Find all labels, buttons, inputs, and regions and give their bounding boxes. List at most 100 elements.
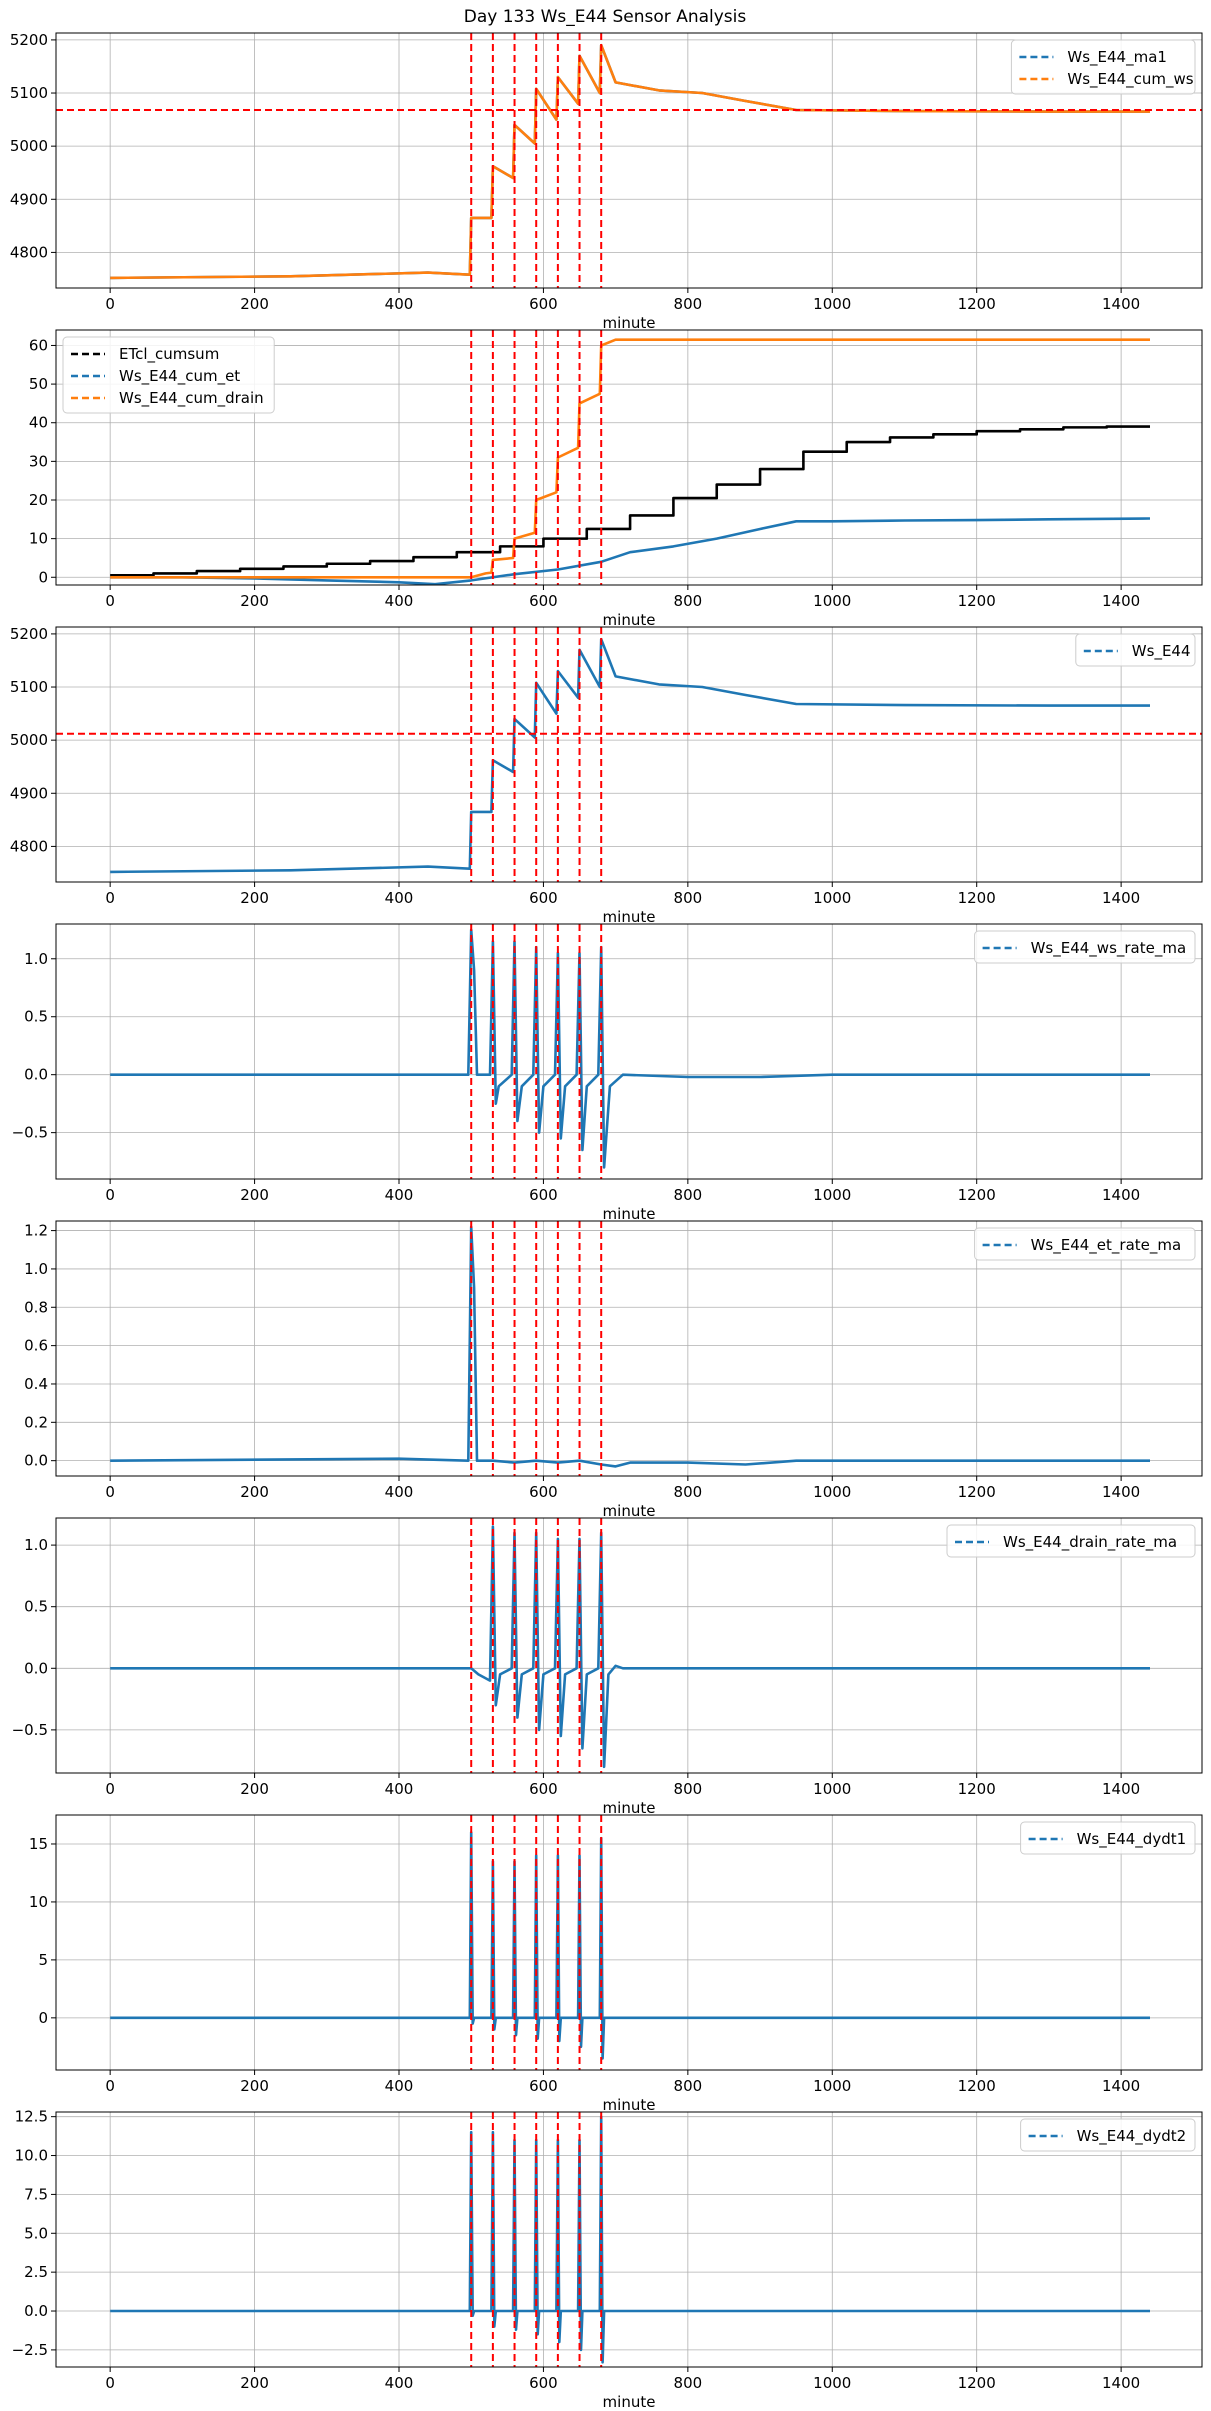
y-tick-label: 0.5 [24, 1008, 48, 1026]
chart-panel-2: 0 200 400 600 800 1000 1200 1400 0 10 20 30 40 50 60 mi… [29, 329, 1203, 629]
series-line-Ws_E44_ws_rate_ma [110, 928, 1150, 1169]
plot-area [110, 1221, 1150, 1476]
y-tick-label: 7.5 [24, 2185, 48, 2203]
y-tick-label: 4800 [10, 837, 48, 855]
x-tick-label: 800 [674, 1186, 703, 1204]
axes-frame [55, 32, 1203, 289]
x-tick-label: 1000 [813, 2077, 851, 2095]
plot-area [110, 330, 1151, 585]
x-tick-label: 1000 [813, 1780, 851, 1798]
y-tick-label: 1.0 [24, 1536, 48, 1554]
y-tick-label: 5 [38, 1951, 48, 1969]
x-tick-label: 600 [529, 889, 558, 907]
y-tick-label: 1.0 [24, 1260, 48, 1278]
plot-area [110, 1518, 1150, 1773]
x-tick-label: 1200 [958, 1483, 996, 1501]
x-tick-label: 600 [529, 1483, 558, 1501]
plot-area [110, 2112, 1150, 2367]
x-tick-label: 400 [385, 2374, 414, 2392]
x-tick-label: 0 [105, 1780, 115, 1798]
x-tick-label: 1400 [1102, 1780, 1140, 1798]
x-tick-label: 200 [240, 1186, 269, 1204]
x-tick-label: 200 [240, 2077, 269, 2095]
x-tick-label: 1200 [958, 592, 996, 610]
chart-panel-6: 0 200 400 600 800 1000 1200 1400 −0.5 0.0 0.5 1.0 mi… [12, 1517, 1203, 1817]
legend: Ws_E44_ws_rate_ma [974, 930, 1196, 964]
y-tick-label: 5200 [10, 625, 48, 643]
y-tick-label: 4900 [10, 190, 48, 208]
legend-label: Ws_E44_cum_et [119, 367, 240, 386]
axes-frame [55, 923, 1203, 1180]
series-line-Ws_E44_dydt1 [110, 1831, 1150, 2060]
x-tick-label: 600 [529, 1186, 558, 1204]
legend: Ws_E44_ma1 Ws_E44_cum_ws [1010, 39, 1196, 95]
chart-panel-4: 0 200 400 600 800 1000 1200 1400 −0.5 0.0 0.5 1.0 mi… [12, 923, 1203, 1223]
x-tick-label: 400 [385, 1186, 414, 1204]
y-tick-label: 0.2 [24, 1413, 48, 1431]
x-axis-label: minute [603, 2393, 656, 2411]
x-tick-label: 1400 [1102, 2374, 1140, 2392]
legend-label: Ws_E44_ws_rate_ma [1031, 939, 1187, 958]
y-tick-label: 5100 [10, 84, 48, 102]
y-tick-label: 0 [38, 568, 48, 586]
y-tick-label: 5100 [10, 678, 48, 696]
x-tick-label: 1000 [813, 592, 851, 610]
y-tick-label: 10.0 [15, 2147, 48, 2165]
axes-frame [55, 2111, 1203, 2368]
legend-label: Ws_E44_dydt1 [1077, 1830, 1187, 1849]
legend-label: Ws_E44_drain_rate_ma [1003, 1533, 1177, 1552]
x-tick-label: 400 [385, 295, 414, 313]
x-tick-label: 400 [385, 1483, 414, 1501]
legend-label: Ws_E44_cum_ws [1067, 70, 1193, 89]
x-tick-label: 1400 [1102, 295, 1140, 313]
x-tick-label: 0 [105, 2374, 115, 2392]
y-tick-label: 5000 [10, 137, 48, 155]
y-tick-label: 2.5 [24, 2263, 48, 2281]
x-axis-label: minute [603, 611, 656, 629]
x-tick-label: 200 [240, 1780, 269, 1798]
legend-box [1075, 633, 1196, 667]
y-tick-label: 40 [29, 414, 48, 432]
legend-box [974, 1227, 1196, 1261]
series-line-Ws_E44 [110, 637, 1150, 874]
axes-frame [55, 1220, 1203, 1477]
axes-frame [55, 1517, 1203, 1774]
x-tick-label: 0 [105, 2077, 115, 2095]
y-tick-label: 0.6 [24, 1337, 48, 1355]
y-tick-label: 20 [29, 491, 48, 509]
chart-panel-8: 0 200 400 600 800 1000 1200 1400 −2.5 0.0 2.5 5.0 7.… [12, 2108, 1203, 2411]
legend-box [1020, 2118, 1196, 2152]
series-line-Ws_E44_ma1 [110, 43, 1150, 280]
figure-title: Day 133 Ws_E44 Sensor Analysis [464, 7, 747, 27]
x-tick-label: 1400 [1102, 592, 1140, 610]
x-tick-label: 200 [240, 2374, 269, 2392]
series-line-Ws_E44_drain_rate_ma [110, 1525, 1150, 1769]
series-line-Ws_E44_cum_drain [110, 338, 1150, 579]
x-tick-label: 0 [105, 592, 115, 610]
x-axis-label: minute [603, 1799, 656, 1817]
x-tick-label: 0 [105, 1483, 115, 1501]
x-tick-label: 1400 [1102, 2077, 1140, 2095]
y-tick-label: 10 [29, 1893, 48, 1911]
y-tick-label: 5.0 [24, 2224, 48, 2242]
plot-area [110, 924, 1150, 1179]
y-tick-label: −0.5 [12, 1721, 48, 1739]
y-tick-label: 0 [38, 2009, 48, 2027]
x-tick-label: 1400 [1102, 1186, 1140, 1204]
y-tick-label: 1.0 [24, 950, 48, 968]
x-tick-label: 1400 [1102, 1483, 1140, 1501]
chart-panel-1: 0 200 400 600 800 1000 1200 1400 4800 4900 5000 510… [10, 31, 1203, 332]
x-tick-label: 800 [674, 1780, 703, 1798]
x-tick-label: 800 [674, 2374, 703, 2392]
legend-box [1020, 1821, 1196, 1855]
legend-label: Ws_E44 [1132, 642, 1191, 661]
y-tick-label: 1.2 [24, 1222, 48, 1240]
x-axis-label: minute [603, 314, 656, 332]
series-line-Ws_E44_dydt2 [110, 2115, 1150, 2364]
x-tick-label: 600 [529, 592, 558, 610]
y-tick-label: 4900 [10, 784, 48, 802]
plot-area [56, 627, 1202, 882]
legend: Ws_E44_dydt2 [1020, 2118, 1196, 2152]
x-tick-label: 600 [529, 2077, 558, 2095]
